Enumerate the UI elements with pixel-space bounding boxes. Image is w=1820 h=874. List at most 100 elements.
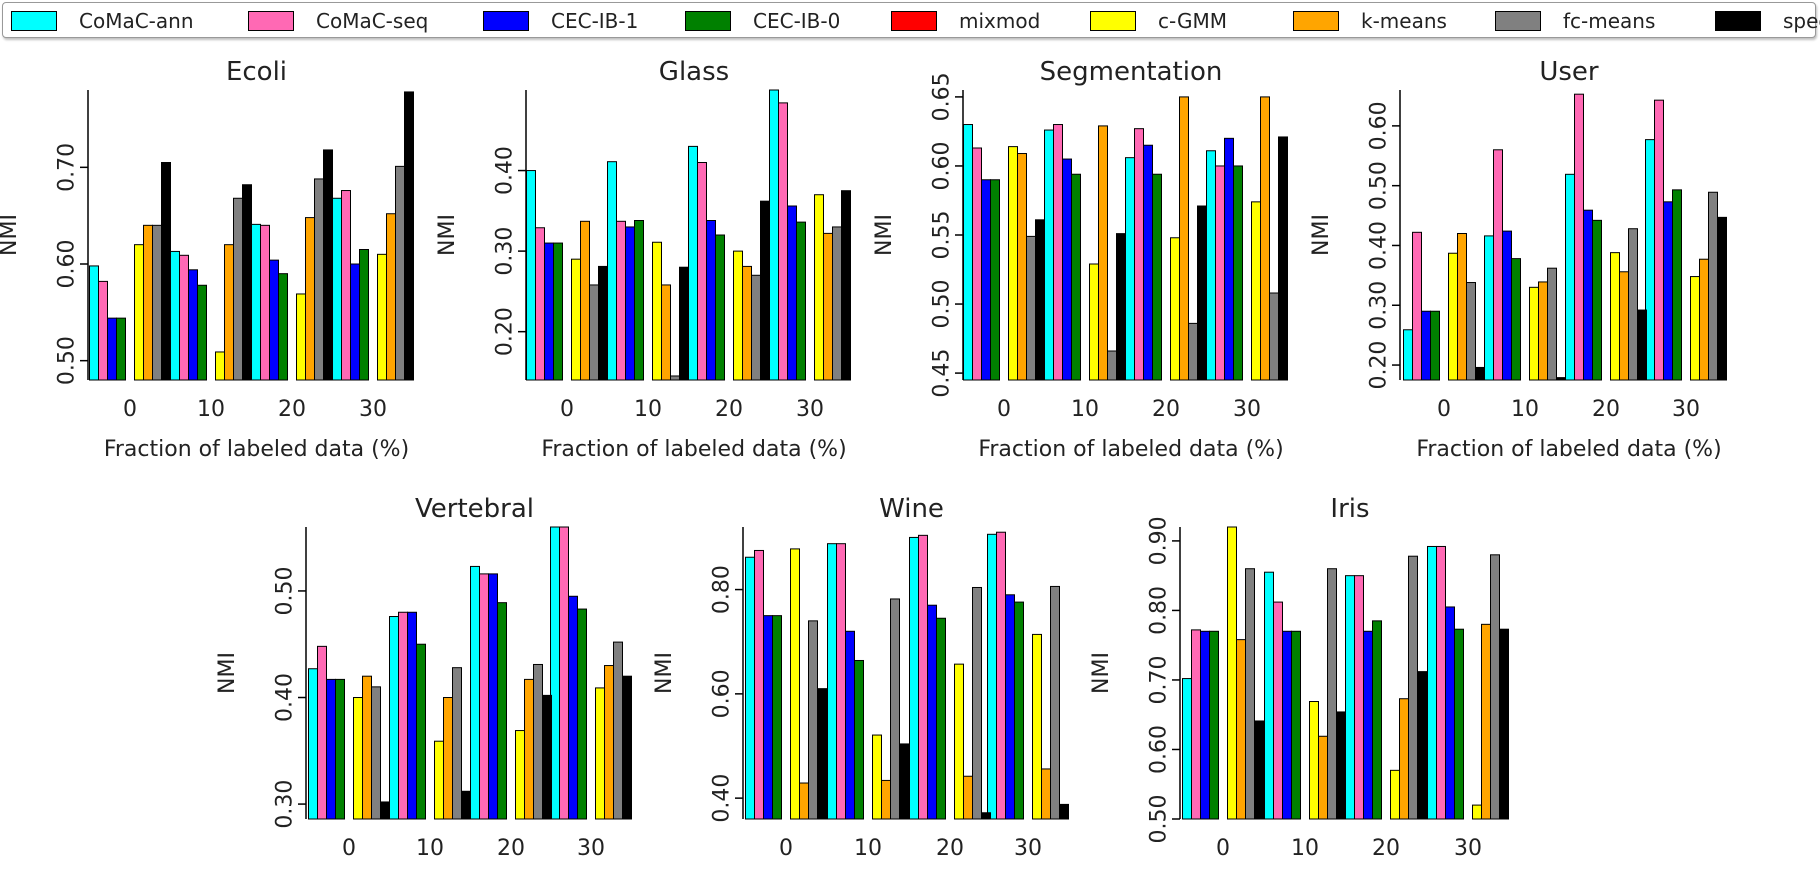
bar-fc-means	[1628, 228, 1638, 381]
bar-comac-ann	[1484, 235, 1494, 381]
x-tick-label: 30	[1014, 836, 1042, 861]
bar-k-means	[1318, 735, 1328, 820]
bar-cec-ib-0	[990, 179, 1000, 381]
bar-cec-ib-1	[927, 604, 937, 820]
bar-k-means	[524, 678, 534, 820]
x-tick-label: 20	[1372, 836, 1400, 861]
bar-k-means	[604, 665, 614, 820]
bar-comac-ann	[745, 556, 755, 820]
bar-c-gmm	[1089, 263, 1099, 381]
bar-comac-seq	[1354, 575, 1364, 820]
bar-fc-means	[1708, 191, 1718, 381]
y-tick-label: 0.65	[930, 72, 955, 121]
bar-cec-ib-0	[1209, 630, 1219, 820]
bar-cec-ib-0	[577, 608, 587, 820]
bar-comac-ann	[332, 197, 342, 381]
y-tick-label: 0.50	[273, 566, 298, 615]
bar-c-gmm	[872, 734, 882, 820]
x-tick-label: 20	[278, 397, 306, 422]
bar-spec	[1717, 216, 1727, 381]
bar-k-means	[1041, 768, 1051, 820]
bar-fc-means	[1408, 555, 1418, 820]
bar-k-means	[881, 779, 891, 820]
x-tick-label: 20	[715, 397, 743, 422]
x-tick-label: 0	[997, 397, 1011, 422]
y-tick-label: 0.40	[273, 673, 298, 722]
bar-comac-seq	[179, 254, 189, 381]
y-tick-label: 0.40	[1367, 221, 1392, 270]
x-tick-label: 30	[1233, 397, 1261, 422]
bar-cec-ib-0	[1372, 620, 1382, 820]
bar-cec-ib-1	[488, 573, 498, 820]
legend-swatch	[11, 11, 57, 31]
bar-spec	[981, 812, 991, 820]
bar-c-gmm	[652, 241, 662, 381]
y-tick-label: 0.30	[273, 780, 298, 829]
legend-item-fc-means: fc-means	[1495, 9, 1655, 33]
y-axis-label: NMI	[652, 652, 677, 694]
bar-c-gmm	[1008, 146, 1018, 381]
bar-comac-ann	[827, 543, 837, 820]
x-tick-label: 20	[1152, 397, 1180, 422]
chart-title-ecoli: Ecoli	[226, 57, 287, 87]
bar-comac-seq	[535, 227, 545, 381]
bar-k-means	[305, 217, 315, 381]
bar-c-gmm	[814, 194, 824, 381]
legend-label: mixmod	[959, 9, 1041, 33]
bar-cec-ib-0	[1291, 630, 1301, 820]
bar-spec	[1499, 628, 1509, 820]
bar-k-means	[963, 775, 973, 820]
bar-spec	[760, 200, 770, 381]
bar-k-means	[1098, 125, 1108, 381]
y-tick-label: 0.70	[55, 143, 80, 192]
bar-cec-ib-1	[763, 615, 773, 820]
bar-cec-ib-1	[1445, 606, 1455, 820]
bar-k-means	[1017, 153, 1027, 381]
bar-k-means	[1699, 258, 1709, 381]
bar-cec-ib-1	[269, 259, 279, 381]
bar-comac-seq	[317, 645, 327, 820]
bar-k-means	[1236, 639, 1246, 820]
y-tick-label: 0.55	[930, 211, 955, 260]
bar-k-means	[1619, 271, 1629, 381]
bar-k-means	[362, 675, 372, 820]
bar-comac-seq	[398, 611, 408, 820]
bar-cec-ib-0	[553, 242, 563, 381]
bar-comac-ann	[308, 668, 318, 820]
bar-cec-ib-1	[706, 220, 716, 381]
y-tick-label: 0.60	[710, 669, 735, 718]
bar-c-gmm	[1610, 252, 1620, 381]
bar-cec-ib-0	[796, 221, 806, 381]
legend-label: CoMaC-seq	[316, 9, 429, 33]
x-tick-label: 10	[197, 397, 225, 422]
bar-comac-seq	[972, 147, 982, 381]
y-tick-label: 0.80	[1147, 586, 1172, 635]
bar-k-means	[443, 697, 453, 820]
bar-spec	[1336, 711, 1346, 820]
bar-c-gmm	[377, 253, 387, 381]
legend-swatch	[891, 11, 937, 31]
bar-comac-ann	[909, 536, 919, 820]
bar-cec-ib-0	[278, 273, 288, 381]
bar-cec-ib-0	[1233, 165, 1243, 381]
bar-c-gmm	[733, 250, 743, 381]
bar-comac-ann	[1403, 329, 1413, 381]
x-axis-label: Fraction of labeled data (%)	[541, 437, 846, 462]
x-tick-label: 30	[1672, 397, 1700, 422]
bar-cec-ib-1	[1583, 209, 1593, 381]
bar-k-means	[1481, 623, 1491, 820]
bar-comac-seq	[1436, 545, 1446, 820]
x-tick-label: 0	[560, 397, 574, 422]
bar-comac-seq	[754, 549, 764, 820]
x-tick-label: 10	[1511, 397, 1539, 422]
bar-comac-seq	[778, 102, 788, 381]
bar-comac-ann	[1125, 157, 1135, 381]
bar-fc-means	[233, 197, 243, 381]
bar-comac-ann	[170, 250, 180, 381]
y-axis-label: NMI	[435, 214, 460, 256]
bar-spec	[1637, 309, 1647, 381]
bar-comac-seq	[918, 534, 928, 820]
bar-fc-means	[808, 620, 818, 820]
bar-cec-ib-0	[936, 617, 946, 820]
y-tick-label: 0.60	[55, 240, 80, 289]
